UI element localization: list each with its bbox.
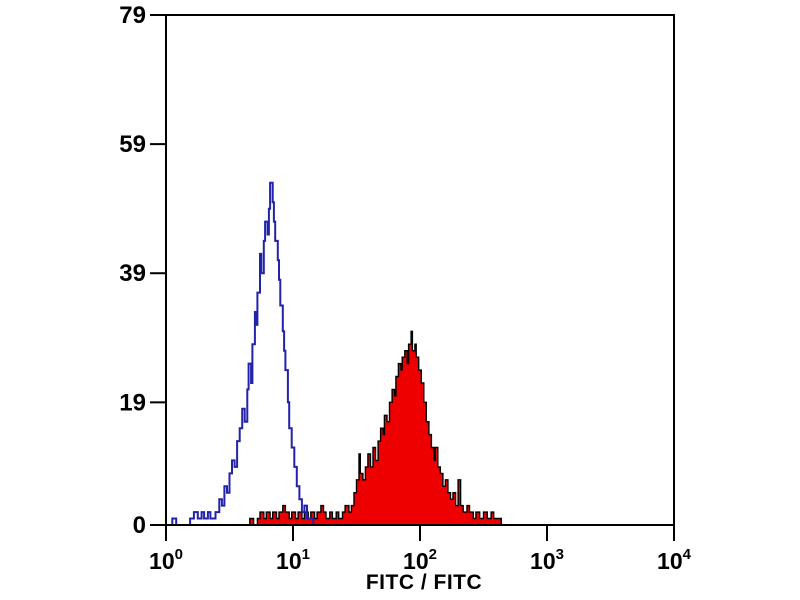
y-tick-label: 39: [119, 260, 146, 287]
x-tick-label: 103: [530, 546, 564, 574]
x-tick-label: 101: [276, 546, 310, 574]
filled-histogram: [244, 330, 502, 526]
y-tick-label: 19: [119, 389, 146, 416]
y-tick-label: 0: [133, 512, 146, 539]
open-histogram: [168, 181, 315, 526]
x-tick-label: 102: [403, 546, 437, 574]
x-axis-title: FITC / FITC: [365, 571, 483, 594]
x-tick-label: 100: [149, 546, 183, 574]
y-tick-label: 79: [119, 2, 146, 29]
y-tick-label: 59: [119, 131, 146, 158]
x-tick-label: 104: [657, 546, 692, 574]
